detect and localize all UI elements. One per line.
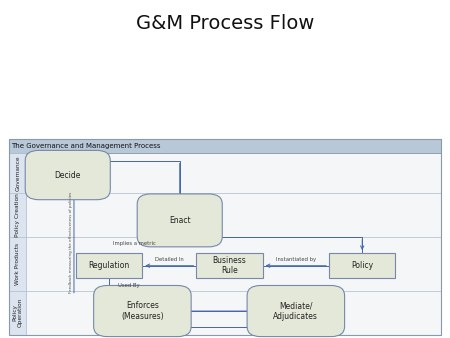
Text: Implies a metric: Implies a metric — [113, 241, 156, 246]
Text: Policy
Operation: Policy Operation — [12, 298, 23, 328]
Text: Work Products: Work Products — [15, 243, 20, 285]
FancyBboxPatch shape — [137, 194, 222, 247]
FancyBboxPatch shape — [329, 253, 396, 279]
Text: Business
Rule: Business Rule — [212, 256, 246, 275]
FancyBboxPatch shape — [26, 193, 441, 237]
Text: Mediate/
Adjudicates: Mediate/ Adjudicates — [274, 301, 318, 321]
FancyBboxPatch shape — [9, 291, 26, 335]
Text: Policy: Policy — [351, 261, 373, 270]
FancyBboxPatch shape — [196, 253, 263, 279]
Text: Policy Creation: Policy Creation — [15, 193, 20, 237]
FancyBboxPatch shape — [26, 291, 441, 335]
Text: Used By: Used By — [117, 283, 139, 288]
FancyBboxPatch shape — [9, 153, 26, 193]
Text: Decide: Decide — [54, 171, 81, 179]
FancyBboxPatch shape — [9, 237, 26, 291]
FancyBboxPatch shape — [25, 150, 110, 200]
FancyBboxPatch shape — [26, 237, 441, 291]
FancyBboxPatch shape — [9, 193, 26, 237]
Text: Enact: Enact — [169, 216, 190, 225]
Text: Governance: Governance — [15, 155, 20, 191]
Text: Detailed In: Detailed In — [155, 257, 184, 262]
Text: Enforces
(Measures): Enforces (Measures) — [121, 301, 164, 321]
Text: Instantiated by: Instantiated by — [276, 257, 316, 262]
Text: The Governance and Management Process: The Governance and Management Process — [11, 143, 161, 149]
FancyBboxPatch shape — [26, 153, 441, 193]
Text: G&M Process Flow: G&M Process Flow — [136, 14, 314, 33]
Text: Feedback measuring the effectiveness of policies: Feedback measuring the effectiveness of … — [68, 192, 72, 293]
Text: Regulation: Regulation — [89, 261, 130, 270]
FancyBboxPatch shape — [76, 253, 142, 279]
FancyBboxPatch shape — [247, 286, 345, 337]
FancyBboxPatch shape — [9, 139, 441, 153]
FancyBboxPatch shape — [94, 286, 191, 337]
